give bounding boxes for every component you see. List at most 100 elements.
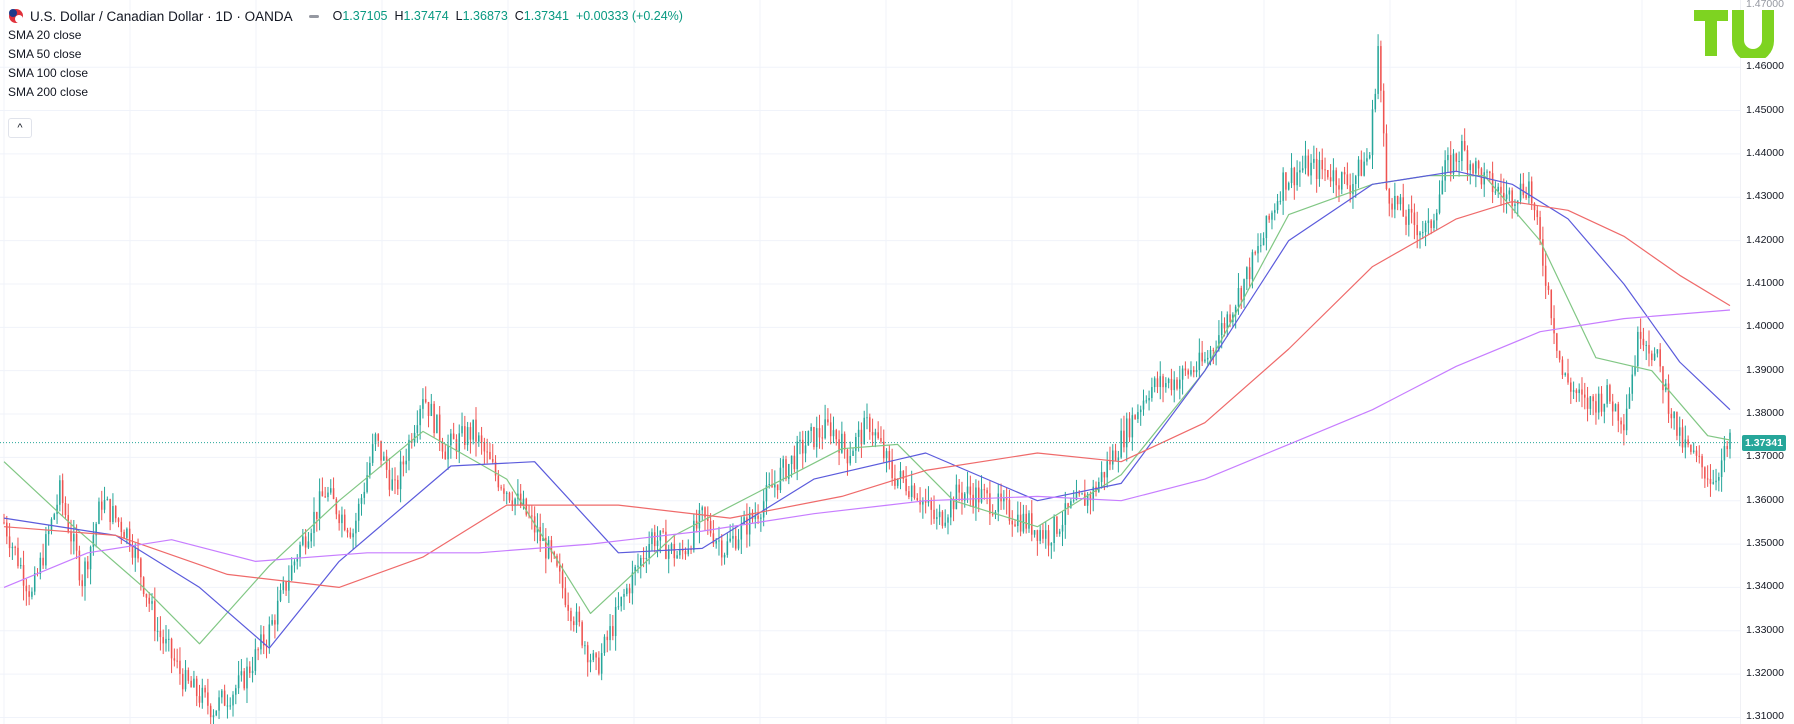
collapse-indicators-button[interactable]: ^	[8, 118, 32, 138]
candle-body	[1366, 158, 1368, 162]
candle-body	[852, 450, 854, 456]
candle-body	[824, 419, 826, 439]
candle	[505, 491, 508, 505]
candle	[491, 443, 494, 464]
candle	[969, 475, 972, 507]
candle	[455, 434, 458, 460]
candle	[215, 710, 218, 717]
candle-body	[1100, 472, 1103, 482]
candle-body	[1637, 331, 1639, 367]
candle-body	[251, 670, 254, 674]
candle	[860, 422, 863, 458]
candle-body	[422, 399, 424, 409]
candle	[531, 504, 533, 530]
candle	[168, 629, 170, 652]
candle-body	[1084, 493, 1086, 506]
candle	[645, 546, 648, 574]
candle	[187, 667, 190, 684]
candle-body	[821, 437, 824, 439]
candle	[916, 493, 919, 502]
price-axis[interactable]	[1740, 0, 1794, 724]
candle	[84, 557, 86, 601]
candle	[282, 576, 285, 594]
candle-body	[1614, 404, 1617, 412]
candle-body	[679, 550, 681, 556]
candle-body	[341, 514, 343, 524]
candle	[986, 487, 988, 505]
candle	[718, 526, 720, 556]
candle-body	[114, 506, 117, 519]
indicator-sma100[interactable]: SMA 100 close	[8, 66, 89, 80]
candle-body	[1246, 267, 1248, 280]
candle	[1112, 444, 1114, 470]
candle	[1435, 209, 1438, 231]
candle-body	[952, 499, 955, 510]
candle	[81, 574, 83, 597]
chart-plot[interactable]	[0, 0, 1740, 724]
candle-body	[123, 532, 125, 538]
candle	[243, 668, 245, 691]
candle-body	[229, 705, 231, 707]
candle	[1592, 394, 1594, 416]
candle	[469, 422, 472, 454]
candle-body	[570, 610, 572, 622]
candle	[28, 584, 30, 606]
chart-area[interactable]	[0, 0, 1740, 724]
candle-body	[774, 484, 776, 488]
candle-body	[14, 546, 16, 548]
symbol-title[interactable]: U.S. Dollar / Canadian Dollar · 1D · OAN…	[30, 8, 293, 24]
candle-body	[986, 490, 988, 494]
candle	[857, 421, 860, 452]
candle	[1681, 419, 1684, 453]
candle-body	[1003, 498, 1005, 502]
candle	[1315, 147, 1318, 193]
candle-body	[1558, 350, 1561, 360]
candle-body	[877, 432, 879, 439]
candle	[1584, 382, 1586, 410]
candle-body	[1114, 450, 1117, 461]
candle-body	[332, 488, 335, 500]
candle-body	[860, 429, 863, 445]
candle-body	[737, 539, 740, 549]
candle-body	[307, 541, 310, 548]
symbol-header: U.S. Dollar / Canadian Dollar · 1D · OAN…	[8, 8, 683, 24]
candle	[221, 689, 223, 704]
candle-body	[402, 461, 405, 465]
indicator-sma200[interactable]: SMA 200 close	[8, 85, 89, 99]
candle-body	[1698, 455, 1701, 457]
candle	[1313, 145, 1315, 170]
candle	[1628, 387, 1631, 409]
candle-body	[363, 491, 366, 498]
candle	[53, 512, 56, 521]
indicator-sma20[interactable]: SMA 20 close	[8, 28, 82, 42]
candle	[193, 670, 195, 688]
candle	[408, 434, 410, 471]
candle	[120, 517, 123, 545]
candle-body	[1223, 323, 1226, 329]
candle-body	[355, 520, 357, 534]
candle	[1380, 40, 1382, 103]
candle	[1257, 233, 1259, 263]
candle	[1723, 436, 1726, 473]
candle-body	[1117, 457, 1120, 461]
candle-body	[1137, 412, 1139, 420]
candle	[1139, 405, 1142, 426]
candle-body	[746, 517, 748, 535]
candle-body	[827, 419, 829, 423]
candle	[1341, 171, 1343, 195]
indicator-sma50[interactable]: SMA 50 close	[8, 47, 82, 61]
candle	[302, 528, 304, 547]
candle-body	[11, 546, 14, 549]
candle	[299, 541, 301, 567]
candle	[1279, 191, 1282, 205]
candle-body	[137, 548, 139, 559]
candle-body	[1670, 413, 1673, 419]
candle-body	[609, 626, 611, 641]
candle-body	[715, 540, 717, 544]
candle	[748, 506, 751, 547]
candle	[391, 467, 393, 492]
candle-body	[961, 492, 963, 501]
candle	[936, 508, 938, 530]
candle	[67, 503, 70, 534]
minimize-icon[interactable]	[308, 14, 319, 18]
